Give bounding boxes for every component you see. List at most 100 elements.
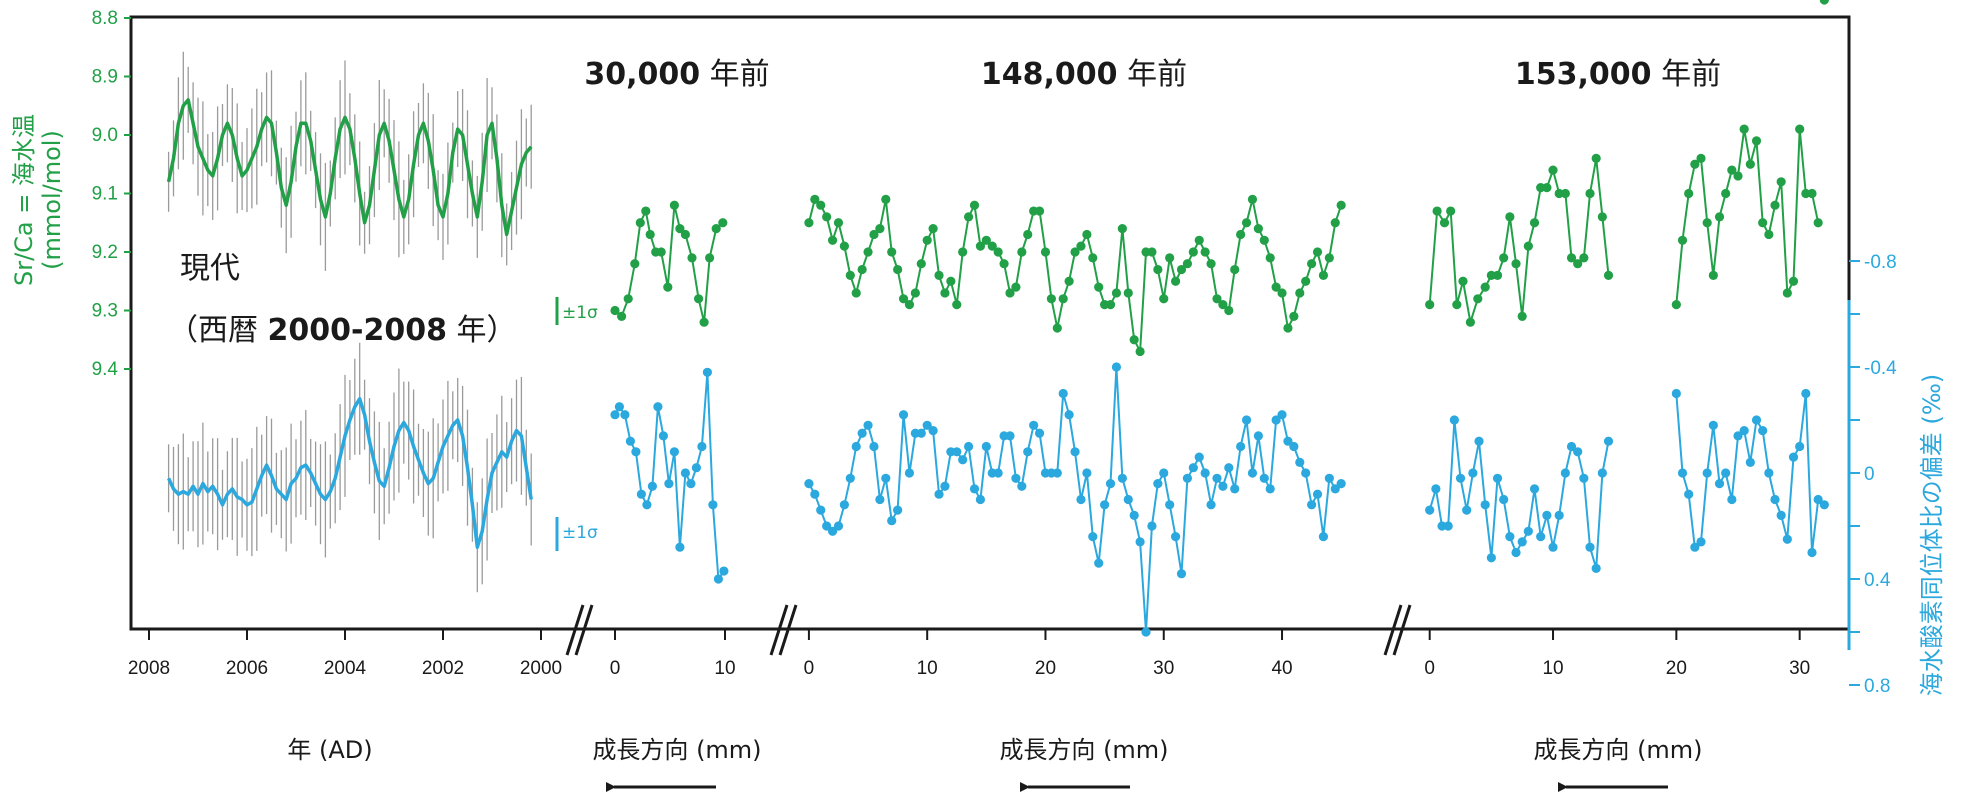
srca-point — [1170, 276, 1181, 286]
srca-point — [1123, 288, 1133, 298]
srca-point — [641, 206, 651, 216]
srca-point — [916, 259, 926, 269]
x-tick-label: 20 — [1035, 658, 1056, 679]
x-tick-label: 10 — [714, 658, 735, 679]
srca-point — [1241, 218, 1252, 228]
d18o-point — [1117, 473, 1127, 483]
d18o-point — [1005, 431, 1015, 441]
srca-point — [1425, 300, 1435, 310]
srca-point — [1776, 177, 1786, 187]
d18o-series-line — [1675, 392, 1825, 554]
srca-point — [1082, 229, 1092, 240]
srca-point — [1585, 188, 1595, 199]
srca-point — [999, 259, 1009, 269]
d18o-point — [1188, 463, 1198, 473]
d18o-point — [686, 479, 696, 489]
panel-title: 153,000 年前 — [1515, 57, 1721, 92]
d18o-point — [928, 426, 938, 436]
d18o-point — [1111, 362, 1122, 372]
srca-point — [1176, 264, 1187, 275]
d18o-series-line — [1428, 419, 1610, 570]
srca-point — [1259, 235, 1269, 245]
right-tick-label: 0.4 — [1864, 570, 1891, 591]
d18o-point — [893, 505, 903, 515]
x-tick-label: 10 — [917, 658, 938, 679]
d18o-point — [904, 468, 915, 478]
srca-point — [1690, 159, 1700, 169]
d18o-point — [1218, 481, 1228, 491]
right-tick-label: -0.8 — [1864, 252, 1897, 273]
srca-point — [869, 229, 879, 240]
srca-point — [1289, 311, 1299, 321]
srca-point — [1795, 124, 1805, 134]
d18o-point — [1011, 473, 1021, 483]
d18o-point — [975, 494, 986, 505]
sigma-label-blue: ±1σ — [562, 523, 598, 543]
srca-point — [1511, 259, 1521, 269]
d18o-series-line — [614, 371, 725, 580]
srca-point — [1439, 218, 1450, 228]
srca-point — [1253, 224, 1263, 234]
srca-point — [898, 294, 909, 304]
srca-point — [922, 235, 932, 245]
srca-point — [1446, 206, 1456, 216]
d18o-point — [719, 566, 729, 576]
srca-point — [1034, 206, 1045, 216]
d18o-point — [1745, 457, 1755, 467]
d18o-point — [934, 489, 944, 499]
srca-point — [910, 288, 920, 298]
d18o-point — [1324, 473, 1334, 483]
srca-point — [1236, 229, 1246, 240]
srca-point — [1295, 288, 1305, 298]
srca-point — [934, 270, 944, 280]
d18o-point — [1312, 489, 1323, 499]
x-tick-label: 2008 — [128, 658, 170, 679]
left-tick-label: 9.1 — [92, 184, 118, 205]
srca-point — [610, 305, 620, 316]
srca-point — [1336, 200, 1346, 210]
srca-point — [1684, 188, 1694, 199]
srca-point — [1788, 276, 1799, 286]
d18o-point — [851, 441, 861, 452]
srca-point — [851, 288, 861, 298]
d18o-point — [1034, 428, 1045, 438]
d18o-point — [680, 468, 691, 478]
x-tick-label: 2004 — [324, 658, 367, 679]
d18o-point — [1579, 473, 1589, 483]
srca-point — [987, 241, 997, 251]
srca-point — [630, 259, 640, 269]
d18o-point — [1492, 473, 1503, 483]
d18o-point — [1690, 542, 1700, 552]
modern-title: 現代 — [180, 251, 240, 286]
srca-point — [1517, 311, 1527, 321]
srca-series-line — [1428, 157, 1610, 324]
srca-point — [845, 270, 855, 280]
d18o-point — [647, 481, 658, 491]
d18o-series-line — [167, 397, 533, 549]
d18o-point — [1123, 494, 1133, 505]
d18o-point — [1499, 494, 1509, 505]
d18o-point — [1023, 447, 1033, 457]
d18o-point — [1468, 468, 1478, 478]
srca-point — [1764, 229, 1774, 240]
modern-years: 2000-2008 — [268, 313, 447, 348]
srca-point — [694, 294, 704, 304]
srca-point — [699, 317, 709, 327]
d18o-point — [969, 484, 980, 494]
d18o-point — [697, 441, 707, 452]
d18o-point — [1064, 410, 1074, 420]
left-tick-label: 8.8 — [92, 8, 118, 29]
panel-title: 30,000 年前 — [584, 57, 769, 92]
d18o-point — [1758, 426, 1768, 436]
srca-point — [1094, 282, 1104, 292]
srca-point — [857, 264, 867, 275]
d18o-point — [1182, 473, 1193, 483]
x-tick-label: 2000 — [520, 658, 562, 679]
srca-point — [1147, 247, 1157, 257]
srca-point — [1727, 165, 1737, 175]
sigma-label-green: ±1σ — [562, 303, 598, 323]
srca-point — [1307, 259, 1317, 269]
srca-point — [1088, 253, 1098, 263]
d18o-point — [1560, 468, 1570, 478]
d18o-point — [1474, 436, 1484, 446]
